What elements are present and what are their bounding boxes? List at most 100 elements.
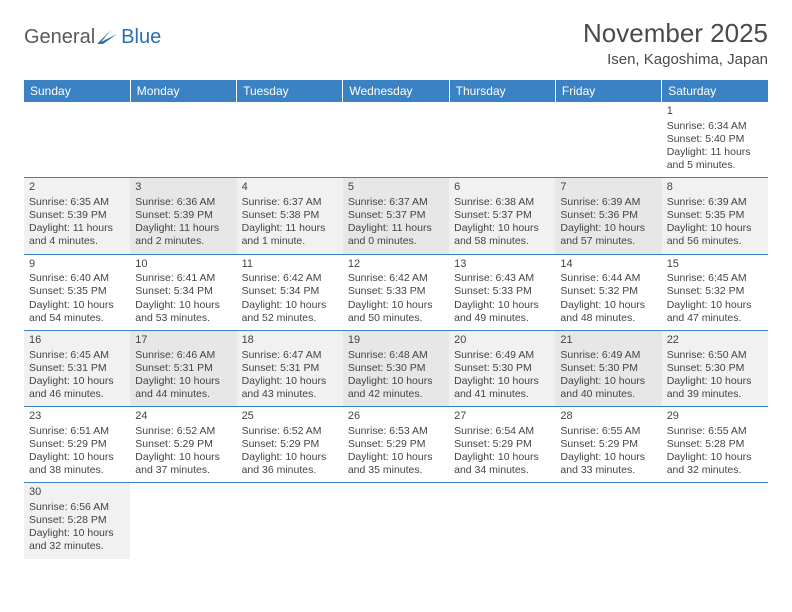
calendar-day-cell: 23Sunrise: 6:51 AMSunset: 5:29 PMDayligh… — [24, 407, 130, 483]
calendar-day-cell: 20Sunrise: 6:49 AMSunset: 5:30 PMDayligh… — [449, 330, 555, 406]
logo-text-general: General — [24, 26, 95, 49]
day-number: 15 — [667, 258, 763, 272]
sunrise-text: Sunrise: 6:45 AM — [29, 349, 125, 362]
daylight-text: Daylight: 10 hours and 43 minutes. — [242, 375, 338, 401]
calendar-day-cell: 12Sunrise: 6:42 AMSunset: 5:33 PMDayligh… — [343, 254, 449, 330]
daylight-text: Daylight: 10 hours and 58 minutes. — [454, 222, 550, 248]
day-number: 7 — [560, 181, 656, 195]
calendar-week-row: 2Sunrise: 6:35 AMSunset: 5:39 PMDaylight… — [24, 178, 768, 254]
sunrise-text: Sunrise: 6:39 AM — [560, 196, 656, 209]
calendar-day-cell — [449, 102, 555, 178]
weekday-header: Saturday — [662, 80, 768, 102]
day-number: 5 — [348, 181, 444, 195]
day-number: 24 — [135, 410, 231, 424]
sunset-text: Sunset: 5:36 PM — [560, 209, 656, 222]
sunset-text: Sunset: 5:35 PM — [29, 285, 125, 298]
daylight-text: Daylight: 10 hours and 49 minutes. — [454, 299, 550, 325]
calendar-day-cell: 18Sunrise: 6:47 AMSunset: 5:31 PMDayligh… — [237, 330, 343, 406]
daylight-text: Daylight: 10 hours and 50 minutes. — [348, 299, 444, 325]
title-block: November 2025 Isen, Kagoshima, Japan — [583, 18, 768, 68]
sunrise-text: Sunrise: 6:40 AM — [29, 272, 125, 285]
weekday-header: Monday — [130, 80, 236, 102]
sunset-text: Sunset: 5:34 PM — [135, 285, 231, 298]
sunrise-text: Sunrise: 6:42 AM — [242, 272, 338, 285]
calendar-day-cell: 21Sunrise: 6:49 AMSunset: 5:30 PMDayligh… — [555, 330, 661, 406]
calendar-week-row: 23Sunrise: 6:51 AMSunset: 5:29 PMDayligh… — [24, 407, 768, 483]
daylight-text: Daylight: 10 hours and 34 minutes. — [454, 451, 550, 477]
calendar-day-cell: 8Sunrise: 6:39 AMSunset: 5:35 PMDaylight… — [662, 178, 768, 254]
day-number: 14 — [560, 258, 656, 272]
calendar-day-cell: 22Sunrise: 6:50 AMSunset: 5:30 PMDayligh… — [662, 330, 768, 406]
sunset-text: Sunset: 5:28 PM — [667, 438, 763, 451]
calendar-day-cell: 1Sunrise: 6:34 AMSunset: 5:40 PMDaylight… — [662, 102, 768, 178]
sunset-text: Sunset: 5:29 PM — [454, 438, 550, 451]
daylight-text: Daylight: 10 hours and 37 minutes. — [135, 451, 231, 477]
calendar-day-cell: 27Sunrise: 6:54 AMSunset: 5:29 PMDayligh… — [449, 407, 555, 483]
sunrise-text: Sunrise: 6:42 AM — [348, 272, 444, 285]
sunrise-text: Sunrise: 6:55 AM — [560, 425, 656, 438]
daylight-text: Daylight: 10 hours and 35 minutes. — [348, 451, 444, 477]
day-number: 3 — [135, 181, 231, 195]
sunset-text: Sunset: 5:31 PM — [29, 362, 125, 375]
day-number: 18 — [242, 334, 338, 348]
sunrise-text: Sunrise: 6:55 AM — [667, 425, 763, 438]
logo: General Blue — [24, 18, 161, 49]
day-number: 11 — [242, 258, 338, 272]
day-number: 10 — [135, 258, 231, 272]
calendar-day-cell — [343, 483, 449, 559]
weekday-header: Friday — [555, 80, 661, 102]
calendar-day-cell: 15Sunrise: 6:45 AMSunset: 5:32 PMDayligh… — [662, 254, 768, 330]
sunrise-text: Sunrise: 6:47 AM — [242, 349, 338, 362]
calendar-day-cell: 9Sunrise: 6:40 AMSunset: 5:35 PMDaylight… — [24, 254, 130, 330]
calendar-day-cell: 2Sunrise: 6:35 AMSunset: 5:39 PMDaylight… — [24, 178, 130, 254]
sunrise-text: Sunrise: 6:51 AM — [29, 425, 125, 438]
sunrise-text: Sunrise: 6:43 AM — [454, 272, 550, 285]
day-number: 1 — [667, 105, 763, 119]
day-number: 30 — [29, 486, 125, 500]
sunrise-text: Sunrise: 6:48 AM — [348, 349, 444, 362]
sunrise-text: Sunrise: 6:52 AM — [242, 425, 338, 438]
day-number: 8 — [667, 181, 763, 195]
day-number: 17 — [135, 334, 231, 348]
day-number: 19 — [348, 334, 444, 348]
sunset-text: Sunset: 5:35 PM — [667, 209, 763, 222]
calendar-week-row: 9Sunrise: 6:40 AMSunset: 5:35 PM Daylight… — [24, 254, 768, 330]
day-number: 9 — [29, 258, 125, 272]
daylight-text: Daylight: 10 hours and 41 minutes. — [454, 375, 550, 401]
sunset-text: Sunset: 5:34 PM — [242, 285, 338, 298]
day-number: 29 — [667, 410, 763, 424]
sunset-text: Sunset: 5:39 PM — [29, 209, 125, 222]
calendar-day-cell: 28Sunrise: 6:55 AMSunset: 5:29 PMDayligh… — [555, 407, 661, 483]
sunset-text: Sunset: 5:38 PM — [242, 209, 338, 222]
day-number: 20 — [454, 334, 550, 348]
calendar-day-cell — [555, 102, 661, 178]
sunset-text: Sunset: 5:30 PM — [667, 362, 763, 375]
sunrise-text: Sunrise: 6:41 AM — [135, 272, 231, 285]
sunset-text: Sunset: 5:29 PM — [29, 438, 125, 451]
calendar-day-cell: 6Sunrise: 6:38 AMSunset: 5:37 PMDaylight… — [449, 178, 555, 254]
sunrise-text: Sunrise: 6:53 AM — [348, 425, 444, 438]
daylight-text: Daylight: 10 hours and 32 minutes. — [667, 451, 763, 477]
sunset-text: Sunset: 5:32 PM — [560, 285, 656, 298]
calendar-week-row: 30Sunrise: 6:56 AMSunset: 5:28 PMDayligh… — [24, 483, 768, 559]
sunrise-text: Sunrise: 6:36 AM — [135, 196, 231, 209]
day-number: 2 — [29, 181, 125, 195]
sunrise-text: Sunrise: 6:39 AM — [667, 196, 763, 209]
daylight-text: Daylight: 10 hours and 39 minutes. — [667, 375, 763, 401]
sunrise-text: Sunrise: 6:44 AM — [560, 272, 656, 285]
sunrise-text: Sunrise: 6:37 AM — [242, 196, 338, 209]
calendar-day-cell: 26Sunrise: 6:53 AMSunset: 5:29 PMDayligh… — [343, 407, 449, 483]
sunset-text: Sunset: 5:31 PM — [135, 362, 231, 375]
calendar-day-cell: 3Sunrise: 6:36 AMSunset: 5:39 PMDaylight… — [130, 178, 236, 254]
calendar-day-cell: 24Sunrise: 6:52 AMSunset: 5:29 PMDayligh… — [130, 407, 236, 483]
calendar-day-cell: 16Sunrise: 6:45 AMSunset: 5:31 PMDayligh… — [24, 330, 130, 406]
calendar-day-cell: 5Sunrise: 6:37 AMSunset: 5:37 PMDaylight… — [343, 178, 449, 254]
daylight-text: Daylight: 11 hours and 0 minutes. — [348, 222, 444, 248]
daylight-text: Daylight: 10 hours and 56 minutes. — [667, 222, 763, 248]
daylight-text: Daylight: 11 hours and 2 minutes. — [135, 222, 231, 248]
day-number: 22 — [667, 334, 763, 348]
sunset-text: Sunset: 5:29 PM — [560, 438, 656, 451]
daylight-text: Daylight: 11 hours and 5 minutes. — [667, 146, 763, 172]
sunset-text: Sunset: 5:30 PM — [560, 362, 656, 375]
sunset-text: Sunset: 5:39 PM — [135, 209, 231, 222]
